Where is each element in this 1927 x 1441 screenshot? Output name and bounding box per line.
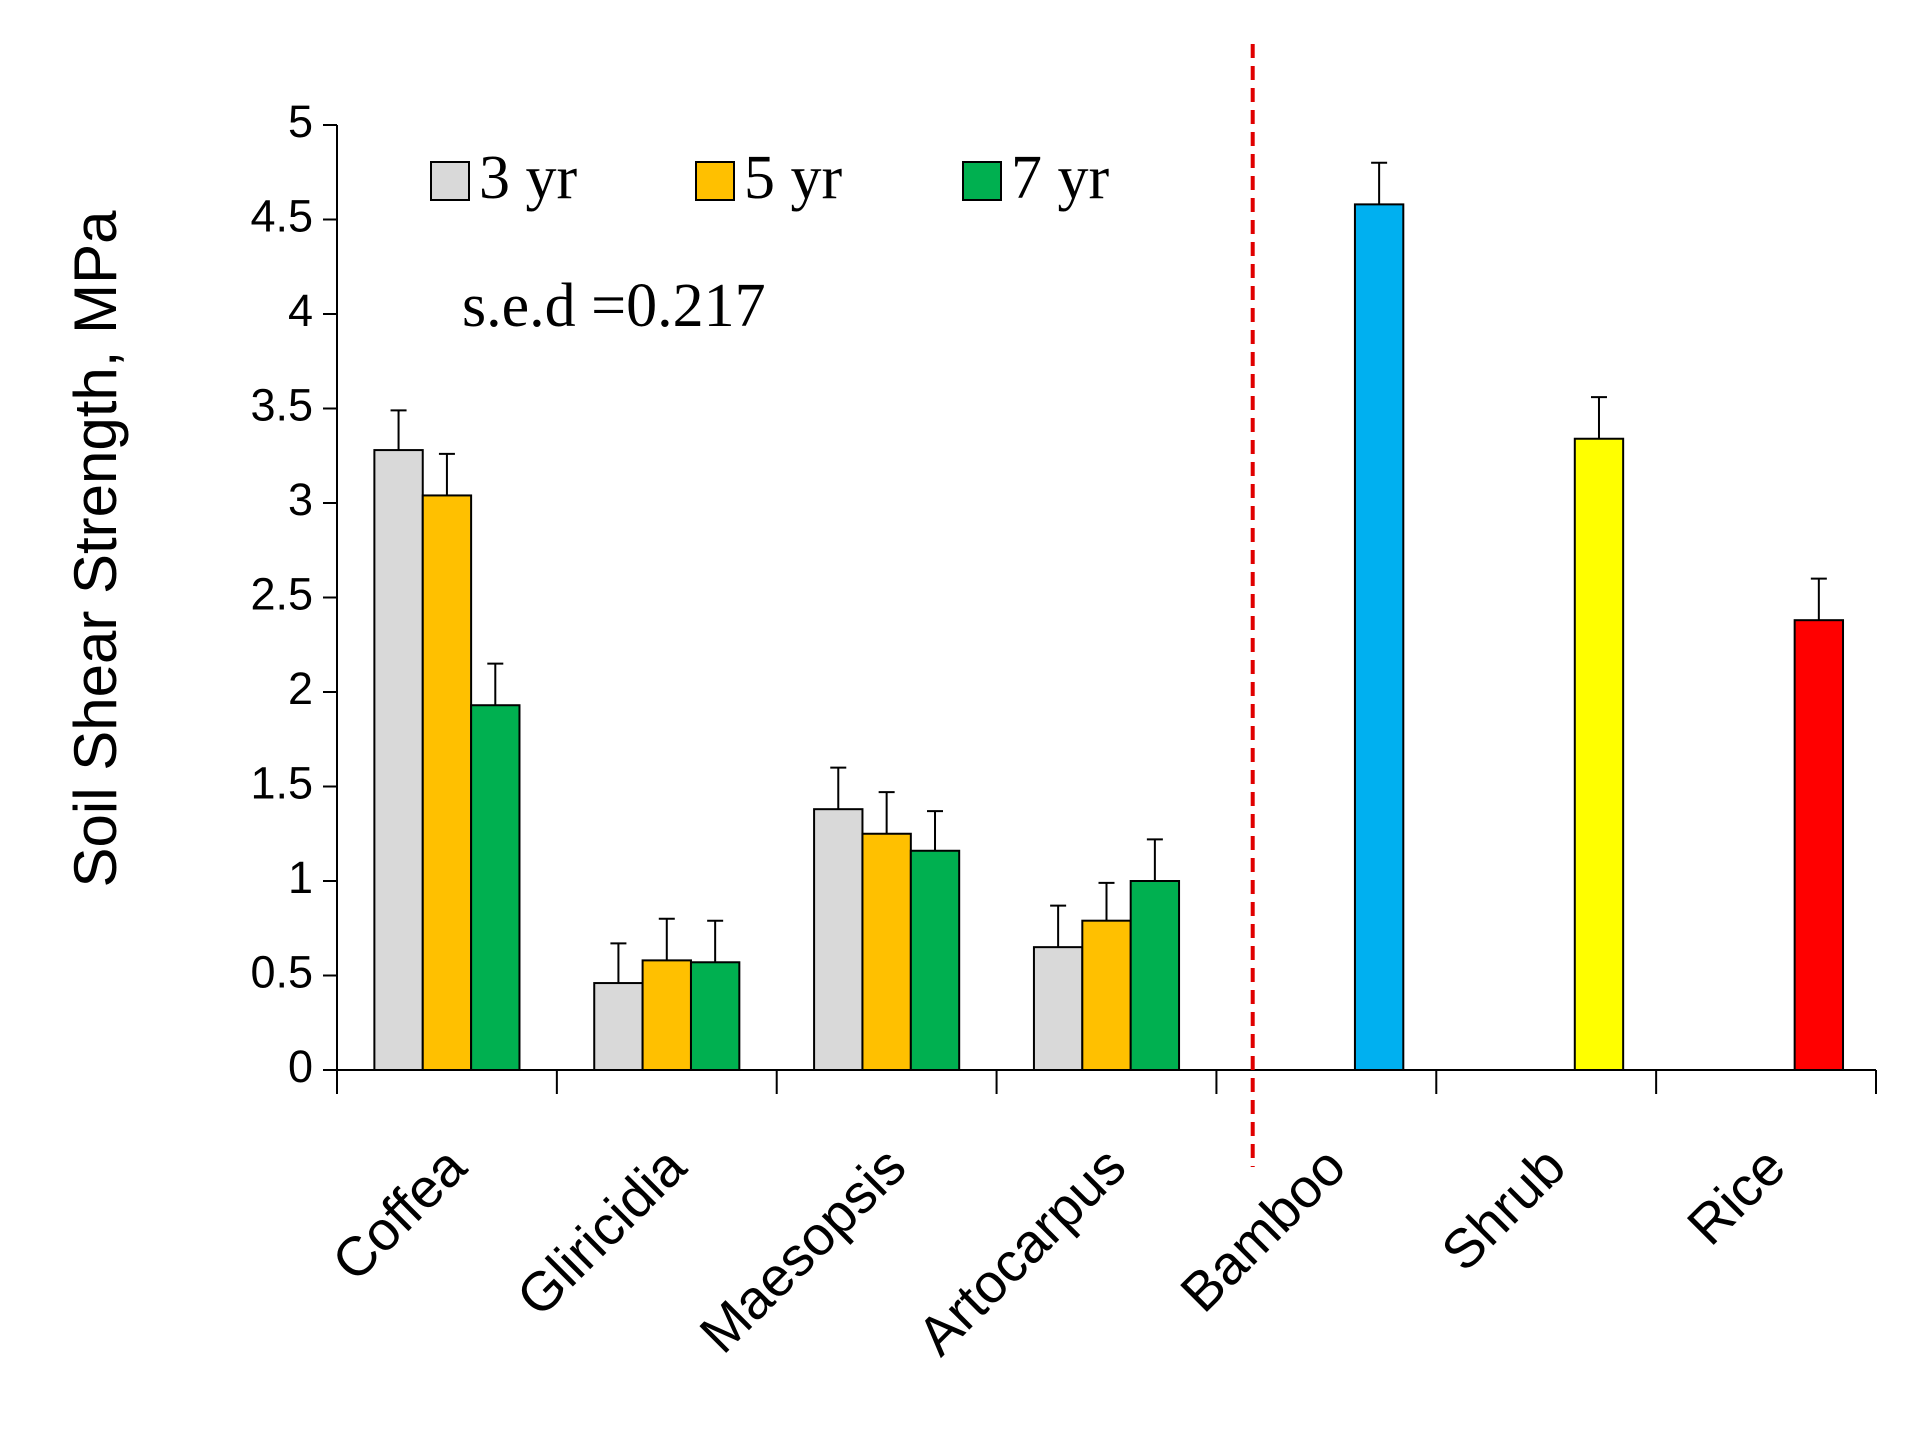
bar: [1793, 619, 1845, 1071]
y-tick-label: 2: [288, 663, 313, 714]
error-bar: [1098, 881, 1115, 921]
bar: [373, 449, 424, 1071]
error-bar: [390, 409, 407, 451]
x-tick-label: Maesopsis: [688, 1135, 918, 1365]
y-tick-label: 3: [288, 474, 313, 525]
y-axis-title: Soil Shear Strength, MPa: [62, 210, 129, 888]
x-tick-label: Artocarpus: [905, 1135, 1137, 1367]
y-tick-label: 1.5: [250, 757, 313, 808]
annotation: s.e.d =0.217: [462, 272, 766, 340]
error-bar: [707, 919, 724, 963]
bar: [861, 832, 912, 1071]
legend-swatch: [430, 161, 470, 201]
y-tick-label: 4.5: [250, 190, 313, 241]
y-tick-label: 2.5: [250, 568, 313, 619]
y-tick-label: 3.5: [250, 379, 313, 430]
error-bar: [438, 452, 455, 496]
bar: [1081, 919, 1132, 1071]
y-tick-label: 0: [288, 1041, 313, 1092]
legend-label: 5 yr: [744, 144, 843, 212]
error-bar: [878, 791, 895, 834]
error-bar: [487, 662, 504, 706]
bar: [421, 494, 473, 1071]
bar: [909, 849, 961, 1072]
bar: [689, 961, 741, 1072]
legend-label: 7 yr: [1011, 144, 1110, 212]
x-tick-label: Shrub: [1429, 1135, 1577, 1283]
y-tick-label: 5: [288, 96, 313, 147]
error-bar: [610, 942, 627, 984]
error-bar: [1050, 904, 1067, 948]
x-tick-label: Coffea: [320, 1135, 478, 1293]
bar: [470, 704, 521, 1071]
x-tick-label: Rice: [1675, 1135, 1797, 1257]
bar: [593, 982, 644, 1071]
bar: [641, 959, 692, 1072]
x-tick-label: Gliricidia: [505, 1135, 698, 1328]
bar: [1032, 946, 1084, 1072]
y-tick-label: 1: [288, 852, 313, 903]
legend-swatch: [962, 161, 1002, 201]
y-tick-label: 0.5: [250, 946, 313, 997]
bar: [1129, 880, 1181, 1071]
error-bar: [830, 766, 847, 810]
x-tick-label: Bamboo: [1168, 1135, 1357, 1324]
y-tick-label: 4: [288, 285, 313, 336]
error-bar: [1810, 577, 1827, 621]
error-bar: [1371, 161, 1388, 205]
legend-swatch: [695, 161, 735, 201]
bar: [1573, 437, 1625, 1071]
legend-label: 3 yr: [479, 144, 578, 212]
error-bar: [1146, 838, 1163, 881]
error-bar: [658, 917, 675, 961]
error-bar: [1590, 396, 1607, 439]
bar: [1353, 203, 1405, 1071]
bar: [813, 808, 864, 1071]
error-bar: [927, 810, 944, 851]
